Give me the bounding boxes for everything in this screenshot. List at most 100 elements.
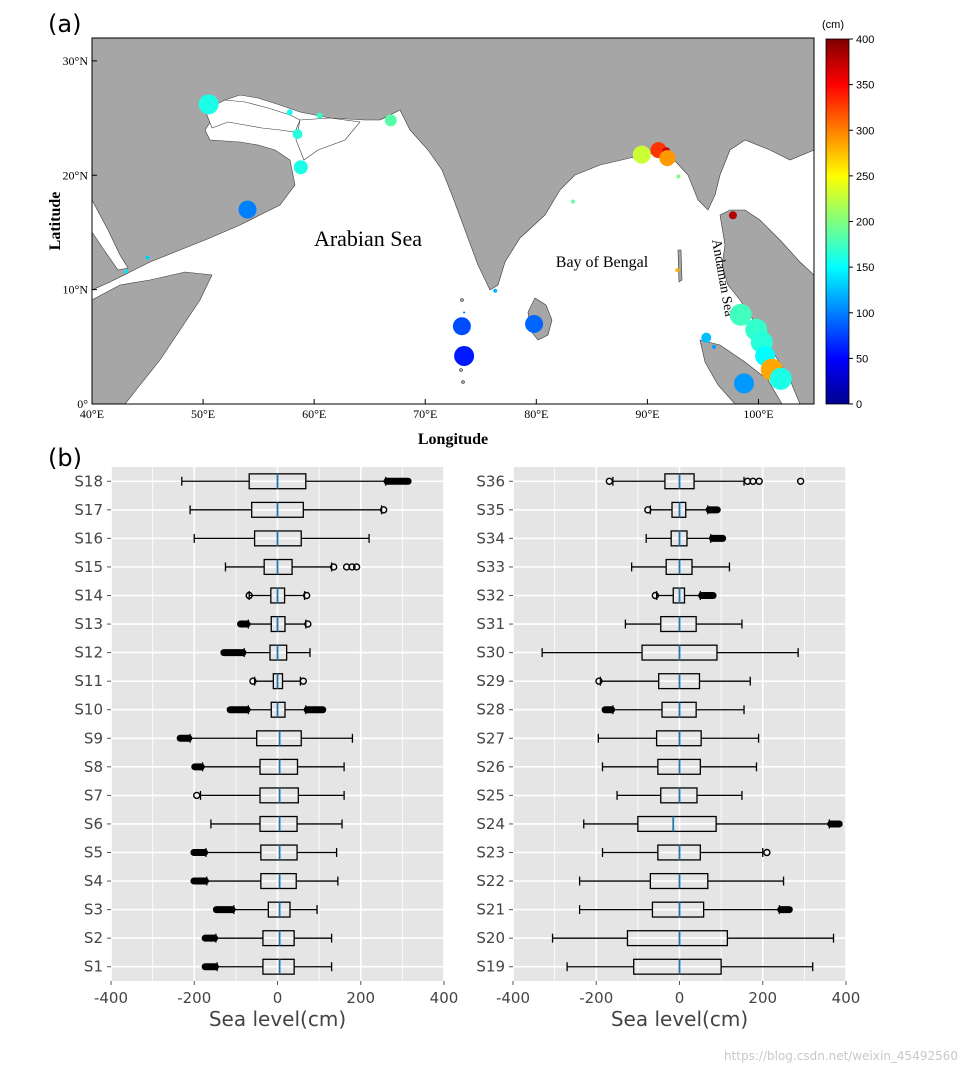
station-bubble <box>729 303 752 326</box>
boxplot-box <box>637 815 717 833</box>
map-x-ticks: 40°E 50°E 60°E 70°E 80°E 90°E 100°E <box>80 399 774 421</box>
boxplot-x-tick-label: -400 <box>496 989 530 1007</box>
boxplot-y-tick-label: S21 <box>476 901 505 919</box>
station-bubble <box>238 200 257 219</box>
colorbar-tick-label: 400 <box>856 34 874 46</box>
boxplot-flier <box>348 563 356 571</box>
boxplot-x-axis-label: Sea level(cm) <box>611 1007 748 1031</box>
boxplot-box <box>260 872 297 890</box>
boxplot-y-tick-label: S20 <box>476 929 505 947</box>
boxplot-y-tick-label: S28 <box>476 701 505 719</box>
map-y-tick-label: 20°N <box>63 168 89 182</box>
station-bubble <box>286 109 293 116</box>
boxplot-flier <box>595 677 603 685</box>
boxplot-flier <box>245 591 253 600</box>
boxplot-flier <box>304 620 312 628</box>
boxplot-flier <box>249 677 257 685</box>
map-x-tick-label: 80°E <box>524 407 548 421</box>
boxplot-right: -400 -200 0 200 400 Sea level(cm) S36 S35 S34 S33… <box>476 467 860 1031</box>
land-southeast-asia <box>719 209 814 404</box>
boxplot-box <box>262 930 295 947</box>
colorbar-tick-label: 250 <box>856 171 874 183</box>
boxplot-x-tick-label: 200 <box>346 989 375 1007</box>
boxplot-x-tick-label: -200 <box>579 989 613 1007</box>
map-x-tick-label: 40°E <box>80 407 104 421</box>
station-bubble <box>712 344 717 349</box>
boxplot-flier <box>379 506 388 514</box>
boxplot-y-tick-label: S22 <box>476 872 505 890</box>
land-sumatra <box>699 339 783 404</box>
boxplot-flier <box>644 506 652 514</box>
station-bubble <box>701 332 712 343</box>
boxplot-box <box>651 901 705 918</box>
station-bubble <box>454 345 475 366</box>
boxplot-x-tick-label: 400 <box>430 989 459 1007</box>
boxplot-y-tick-label: S16 <box>74 529 103 547</box>
boxplot-y-tick-label: S6 <box>84 815 103 833</box>
station-bubble <box>384 114 397 127</box>
station-bubble <box>525 314 544 333</box>
boxplot-y-tick-label: S24 <box>476 815 505 833</box>
colorbar-tick-label: 300 <box>856 125 874 137</box>
boxplot-y-tick-label: S2 <box>84 929 103 947</box>
land-maldives <box>461 380 465 384</box>
station-bubble <box>769 367 792 390</box>
red-sea <box>92 199 129 271</box>
boxplot-flier-cluster <box>827 820 843 828</box>
boxplot-flier-cluster <box>601 706 616 714</box>
land-masses <box>92 38 814 404</box>
map-y-tick-label: 0° <box>77 397 88 411</box>
boxplot-flier-cluster <box>190 877 209 885</box>
boxplot-box <box>660 615 697 633</box>
map-y-tick-label: 10°N <box>63 283 89 297</box>
region-label-arabian-sea: Arabian Sea <box>314 226 422 251</box>
boxplot-box <box>259 815 298 833</box>
boxplot-x-tick-label: -400 <box>94 989 128 1007</box>
boxplot-flier-cluster <box>226 706 251 714</box>
land-africa <box>92 271 213 404</box>
boxplot-flier-cluster <box>705 506 721 514</box>
boxplot-y-tick-label: S5 <box>84 844 103 862</box>
map-x-tick-label: 100°E <box>743 407 773 421</box>
map-frame <box>91 37 815 405</box>
boxplot-y-tick-label: S12 <box>74 644 103 662</box>
boxplot-flier-cluster <box>201 934 219 942</box>
boxplot-y-tick-label: S8 <box>84 758 103 776</box>
boxplot-flier <box>352 563 361 571</box>
boxplot-flier <box>651 591 660 600</box>
boxplot-y-tick-label: S11 <box>74 672 103 690</box>
boxplot-flier-cluster <box>201 963 219 971</box>
map-x-tick-label: 60°E <box>302 407 326 421</box>
boxplot-y-tick-label: S3 <box>84 901 103 919</box>
boxplot-y-tick-label: S26 <box>476 758 505 776</box>
boxplot-y-tick-label: S30 <box>476 644 505 662</box>
colorbar-tick-label: 100 <box>856 308 874 320</box>
colorbar-tick-label: 0 <box>856 399 862 411</box>
boxplot-y-tick-label: S9 <box>84 729 103 747</box>
colorbar-gradient <box>825 38 850 405</box>
boxplot-y-tick-label: S34 <box>476 529 505 547</box>
station-bubble <box>452 317 471 336</box>
land-north <box>92 38 814 291</box>
boxplot-y-tick-label: S31 <box>476 615 505 633</box>
boxplot-flier-cluster <box>303 706 327 714</box>
station-bubble <box>570 199 575 204</box>
boxplot-x-tick-label: 0 <box>675 989 685 1007</box>
map-x-tick-label: 90°E <box>635 407 659 421</box>
map-x-tick-label: 70°E <box>413 407 437 421</box>
station-bubble <box>316 112 323 119</box>
panel-b-label: (b) <box>48 444 82 472</box>
boxplot-y-tick-label: S1 <box>84 958 103 976</box>
boxplot-flier-cluster <box>190 849 209 856</box>
boxplot-flier <box>302 591 311 600</box>
colorbar-tick-label: 150 <box>856 262 874 274</box>
station-bubble <box>293 160 308 175</box>
boxplot-flier-cluster <box>708 534 727 542</box>
land-maldives <box>460 298 464 302</box>
station-bubble <box>292 129 303 140</box>
colorbar-tick-label: 350 <box>856 80 874 92</box>
boxplot-flier-cluster <box>777 906 793 914</box>
station-bubble <box>728 211 737 220</box>
boxplot-y-tick-label: S19 <box>476 958 505 976</box>
